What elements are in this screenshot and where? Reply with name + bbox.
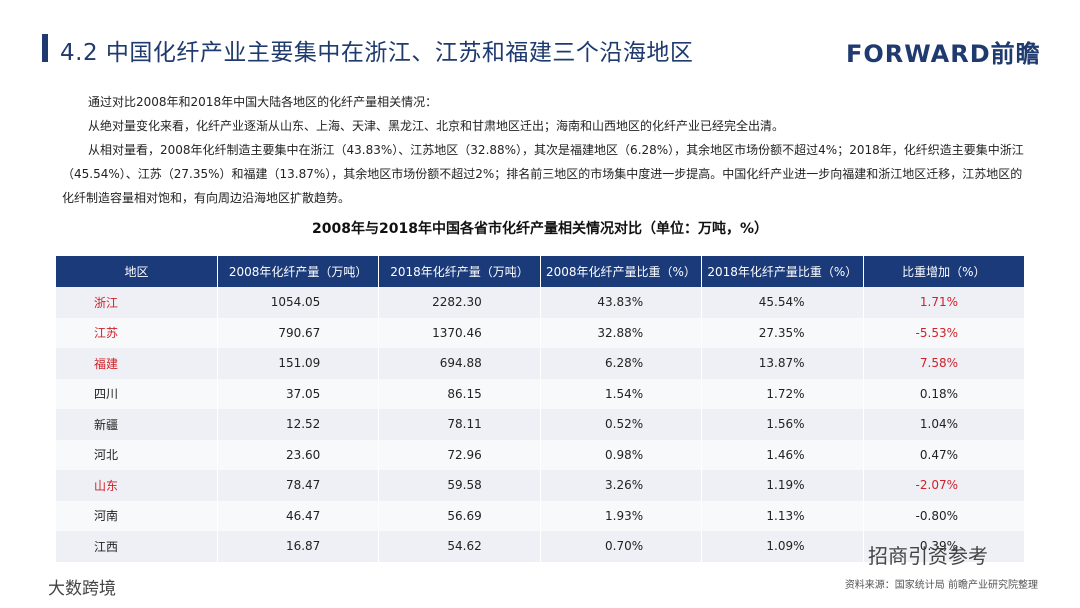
column-header: 地区 <box>56 256 218 287</box>
table-cell: 福建 <box>56 348 218 379</box>
table-row: 江西 16.87 54.62 0.70% 1.09% 0.39% <box>56 531 1026 562</box>
table-cell: 1.56% <box>701 409 864 440</box>
table-cell: 1.54% <box>540 378 703 409</box>
table-cell: 0.39% <box>863 531 1026 562</box>
table-cell: 1.46% <box>701 439 864 470</box>
table-cell: 1.19% <box>701 470 864 501</box>
source: 资料来源：国家统计局 前瞻产业研究院整理 <box>844 580 1038 591</box>
title-bar <box>42 34 48 62</box>
table-cell: 1.71% <box>863 287 1026 318</box>
header-row: 地区 2008年化纤产量（万吨） 2018年化纤产量（万吨） 2008年化纤产量比重（… <box>56 256 1026 287</box>
column-header: 2018年化纤产量（万吨） <box>378 256 541 287</box>
table-cell: 151.09 <box>217 348 380 379</box>
table-cell: 78.11 <box>378 409 541 440</box>
table-cell: 新疆 <box>56 409 218 440</box>
table-cell: 0.47% <box>863 439 1026 470</box>
table-cell: 27.35% <box>701 317 864 348</box>
watermark: 大数跨境 <box>48 579 116 599</box>
table-cell: 16.87 <box>217 531 380 562</box>
table-cell: 0.70% <box>540 531 703 562</box>
paragraph: 从相对量看，2008年化纤制造主要集中在浙江（43.83%）、江苏地区（32.8… <box>62 143 1024 205</box>
table-cell: 72.96 <box>378 439 541 470</box>
table-cell: 790.67 <box>217 317 380 348</box>
table-row: 河北 23.60 72.96 0.98% 1.46% 0.47% <box>56 439 1026 470</box>
table-cell: 江苏 <box>56 317 218 348</box>
table-cell: 江西 <box>56 531 218 562</box>
table-cell: 1.93% <box>540 500 703 531</box>
table-cell: 56.69 <box>378 500 541 531</box>
table-cell: -0.80% <box>863 500 1026 531</box>
table-cell: -5.53% <box>863 317 1026 348</box>
table-cell: 河南 <box>56 500 218 531</box>
table-cell: 6.28% <box>540 348 703 379</box>
table-cell: 3.26% <box>540 470 703 501</box>
table-cell: 四川 <box>56 378 218 409</box>
data-table: 地区 2008年化纤产量（万吨） 2018年化纤产量（万吨） 2008年化纤产量比重（… <box>56 256 1026 562</box>
table-cell: 694.88 <box>378 348 541 379</box>
table-row: 河南 46.47 56.69 1.93% 1.13% -0.80% <box>56 500 1026 531</box>
table-cell: 1370.46 <box>378 317 541 348</box>
table-cell: 山东 <box>56 470 218 501</box>
column-header: 2018年化纤产量比重（%） <box>701 256 864 287</box>
table-cell: 54.62 <box>378 531 541 562</box>
intro: 通过对比2008年和2018年中国大陆各地区的化纤产量相关情况： 从绝对量变化来看… <box>62 90 1026 210</box>
column-header: 2008年化纤产量（万吨） <box>217 256 380 287</box>
table-row: 四川 37.05 86.15 1.54% 1.72% 0.18% <box>56 378 1026 409</box>
table-row: 浙江 1054.05 2282.30 43.83% 45.54% 1.71% <box>56 287 1026 318</box>
table-cell: 37.05 <box>217 378 380 409</box>
logo: FORWARD前瞻 <box>846 40 1041 68</box>
table-cell: 1.13% <box>701 500 864 531</box>
table-cell: 0.18% <box>863 378 1026 409</box>
table-cell: 0.52% <box>540 409 703 440</box>
table-cell: 河北 <box>56 439 218 470</box>
table-cell: 7.58% <box>863 348 1026 379</box>
table-cell: 32.88% <box>540 317 703 348</box>
column-header: 比重增加（%） <box>863 256 1026 287</box>
watermark: 招商引资参考 <box>868 544 988 568</box>
column-header: 2008年化纤产量比重（%） <box>540 256 703 287</box>
table-cell: 1.72% <box>701 378 864 409</box>
table-cell: 浙江 <box>56 287 218 318</box>
table-cell: 78.47 <box>217 470 380 501</box>
table-row: 山东 78.47 59.58 3.26% 1.19% -2.07% <box>56 470 1026 501</box>
table-cell: 59.58 <box>378 470 541 501</box>
table-row: 江苏 790.67 1370.46 32.88% 27.35% -5.53% <box>56 317 1026 348</box>
table-cell: 1.09% <box>701 531 864 562</box>
table-cell: 45.54% <box>701 287 864 318</box>
paragraph: 从绝对量变化来看，化纤产业逐渐从山东、上海、天津、黑龙江、北京和甘肃地区迁出；海… <box>88 119 785 133</box>
table-row: 新疆 12.52 78.11 0.52% 1.56% 1.04% <box>56 409 1026 440</box>
table-cell: -2.07% <box>863 470 1026 501</box>
table-cell: 43.83% <box>540 287 703 318</box>
table-title: 2008年与2018年中国各省市化纤产量相关情况对比（单位：万吨，%） <box>312 221 768 237</box>
table-cell: 2282.30 <box>378 287 541 318</box>
table-cell: 1.04% <box>863 409 1026 440</box>
title: 4.2 中国化纤产业主要集中在浙江、江苏和福建三个沿海地区 <box>60 40 694 66</box>
table-cell: 12.52 <box>217 409 380 440</box>
table-cell: 86.15 <box>378 378 541 409</box>
paragraph: 通过对比2008年和2018年中国大陆各地区的化纤产量相关情况： <box>88 95 438 109</box>
table-row: 福建 151.09 694.88 6.28% 13.87% 7.58% <box>56 348 1026 379</box>
table-cell: 13.87% <box>701 348 864 379</box>
table-cell: 46.47 <box>217 500 380 531</box>
table-cell: 1054.05 <box>217 287 380 318</box>
table-cell: 23.60 <box>217 439 380 470</box>
table-cell: 0.98% <box>540 439 703 470</box>
